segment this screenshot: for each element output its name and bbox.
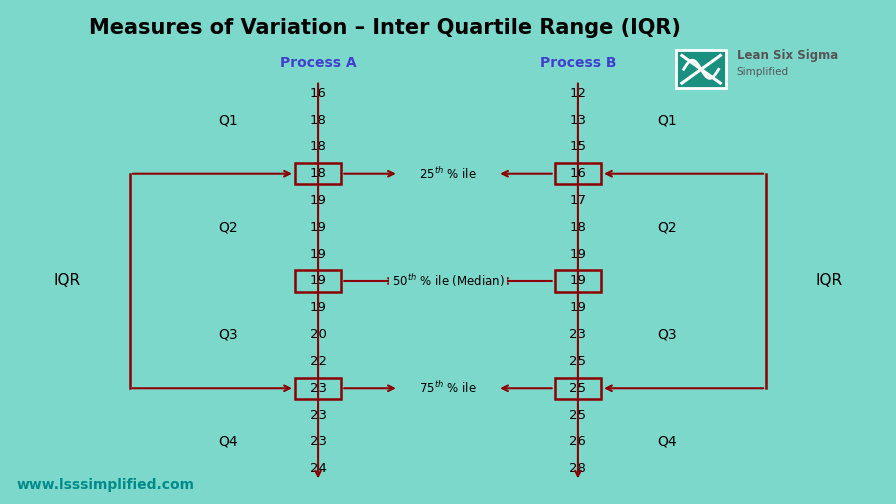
Text: 19: 19 [310,221,326,234]
Text: 18: 18 [310,141,326,153]
Text: 19: 19 [310,301,326,314]
Text: 25: 25 [570,382,586,395]
Text: 25$^{th}$ % ile: 25$^{th}$ % ile [419,166,477,181]
Bar [555,377,601,399]
Text: Lean Six Sigma: Lean Six Sigma [737,49,838,62]
Text: 19: 19 [570,247,586,261]
Text: www.lsssimplified.com: www.lsssimplified.com [16,478,194,492]
Text: 19: 19 [310,194,326,207]
Text: 25: 25 [570,355,586,368]
Text: Q3: Q3 [219,328,238,342]
Text: 18: 18 [310,167,326,180]
Text: Simplified: Simplified [737,67,788,77]
Text: 50$^{th}$ % ile (Median): 50$^{th}$ % ile (Median) [392,273,504,289]
Text: 16: 16 [570,167,586,180]
Text: 22: 22 [310,355,326,368]
Text: IQR: IQR [815,274,842,288]
Text: 19: 19 [570,301,586,314]
Bar [295,377,341,399]
Text: IQR: IQR [54,274,81,288]
Text: 17: 17 [570,194,586,207]
Text: 19: 19 [570,275,586,287]
Text: 23: 23 [310,409,326,421]
Text: 23: 23 [310,435,326,449]
Text: 26: 26 [570,435,586,449]
Text: Measures of Variation – Inter Quartile Range (IQR): Measures of Variation – Inter Quartile R… [90,18,681,38]
Text: Q1: Q1 [219,113,238,127]
Text: Q4: Q4 [219,435,238,449]
Text: 15: 15 [570,141,586,153]
Text: Process B: Process B [539,56,616,70]
Text: Process A: Process A [280,56,357,70]
Bar [555,163,601,184]
Bar [676,50,726,88]
Text: 16: 16 [310,87,326,100]
Text: 25: 25 [570,409,586,421]
Text: Q3: Q3 [658,328,677,342]
Text: 20: 20 [310,328,326,341]
Bar [295,270,341,292]
Text: Q1: Q1 [658,113,677,127]
Text: Q2: Q2 [658,220,677,234]
Text: 18: 18 [310,113,326,127]
Text: 19: 19 [310,275,326,287]
Bar [555,270,601,292]
Text: 23: 23 [570,328,586,341]
Bar [295,163,341,184]
Text: 75$^{th}$ % ile: 75$^{th}$ % ile [419,381,477,396]
Text: 13: 13 [570,113,586,127]
Text: 24: 24 [310,462,326,475]
Text: 19: 19 [310,247,326,261]
Text: 12: 12 [570,87,586,100]
Text: Q4: Q4 [658,435,677,449]
Text: 23: 23 [310,382,326,395]
Text: 18: 18 [570,221,586,234]
Text: 28: 28 [570,462,586,475]
Text: Q2: Q2 [219,220,238,234]
